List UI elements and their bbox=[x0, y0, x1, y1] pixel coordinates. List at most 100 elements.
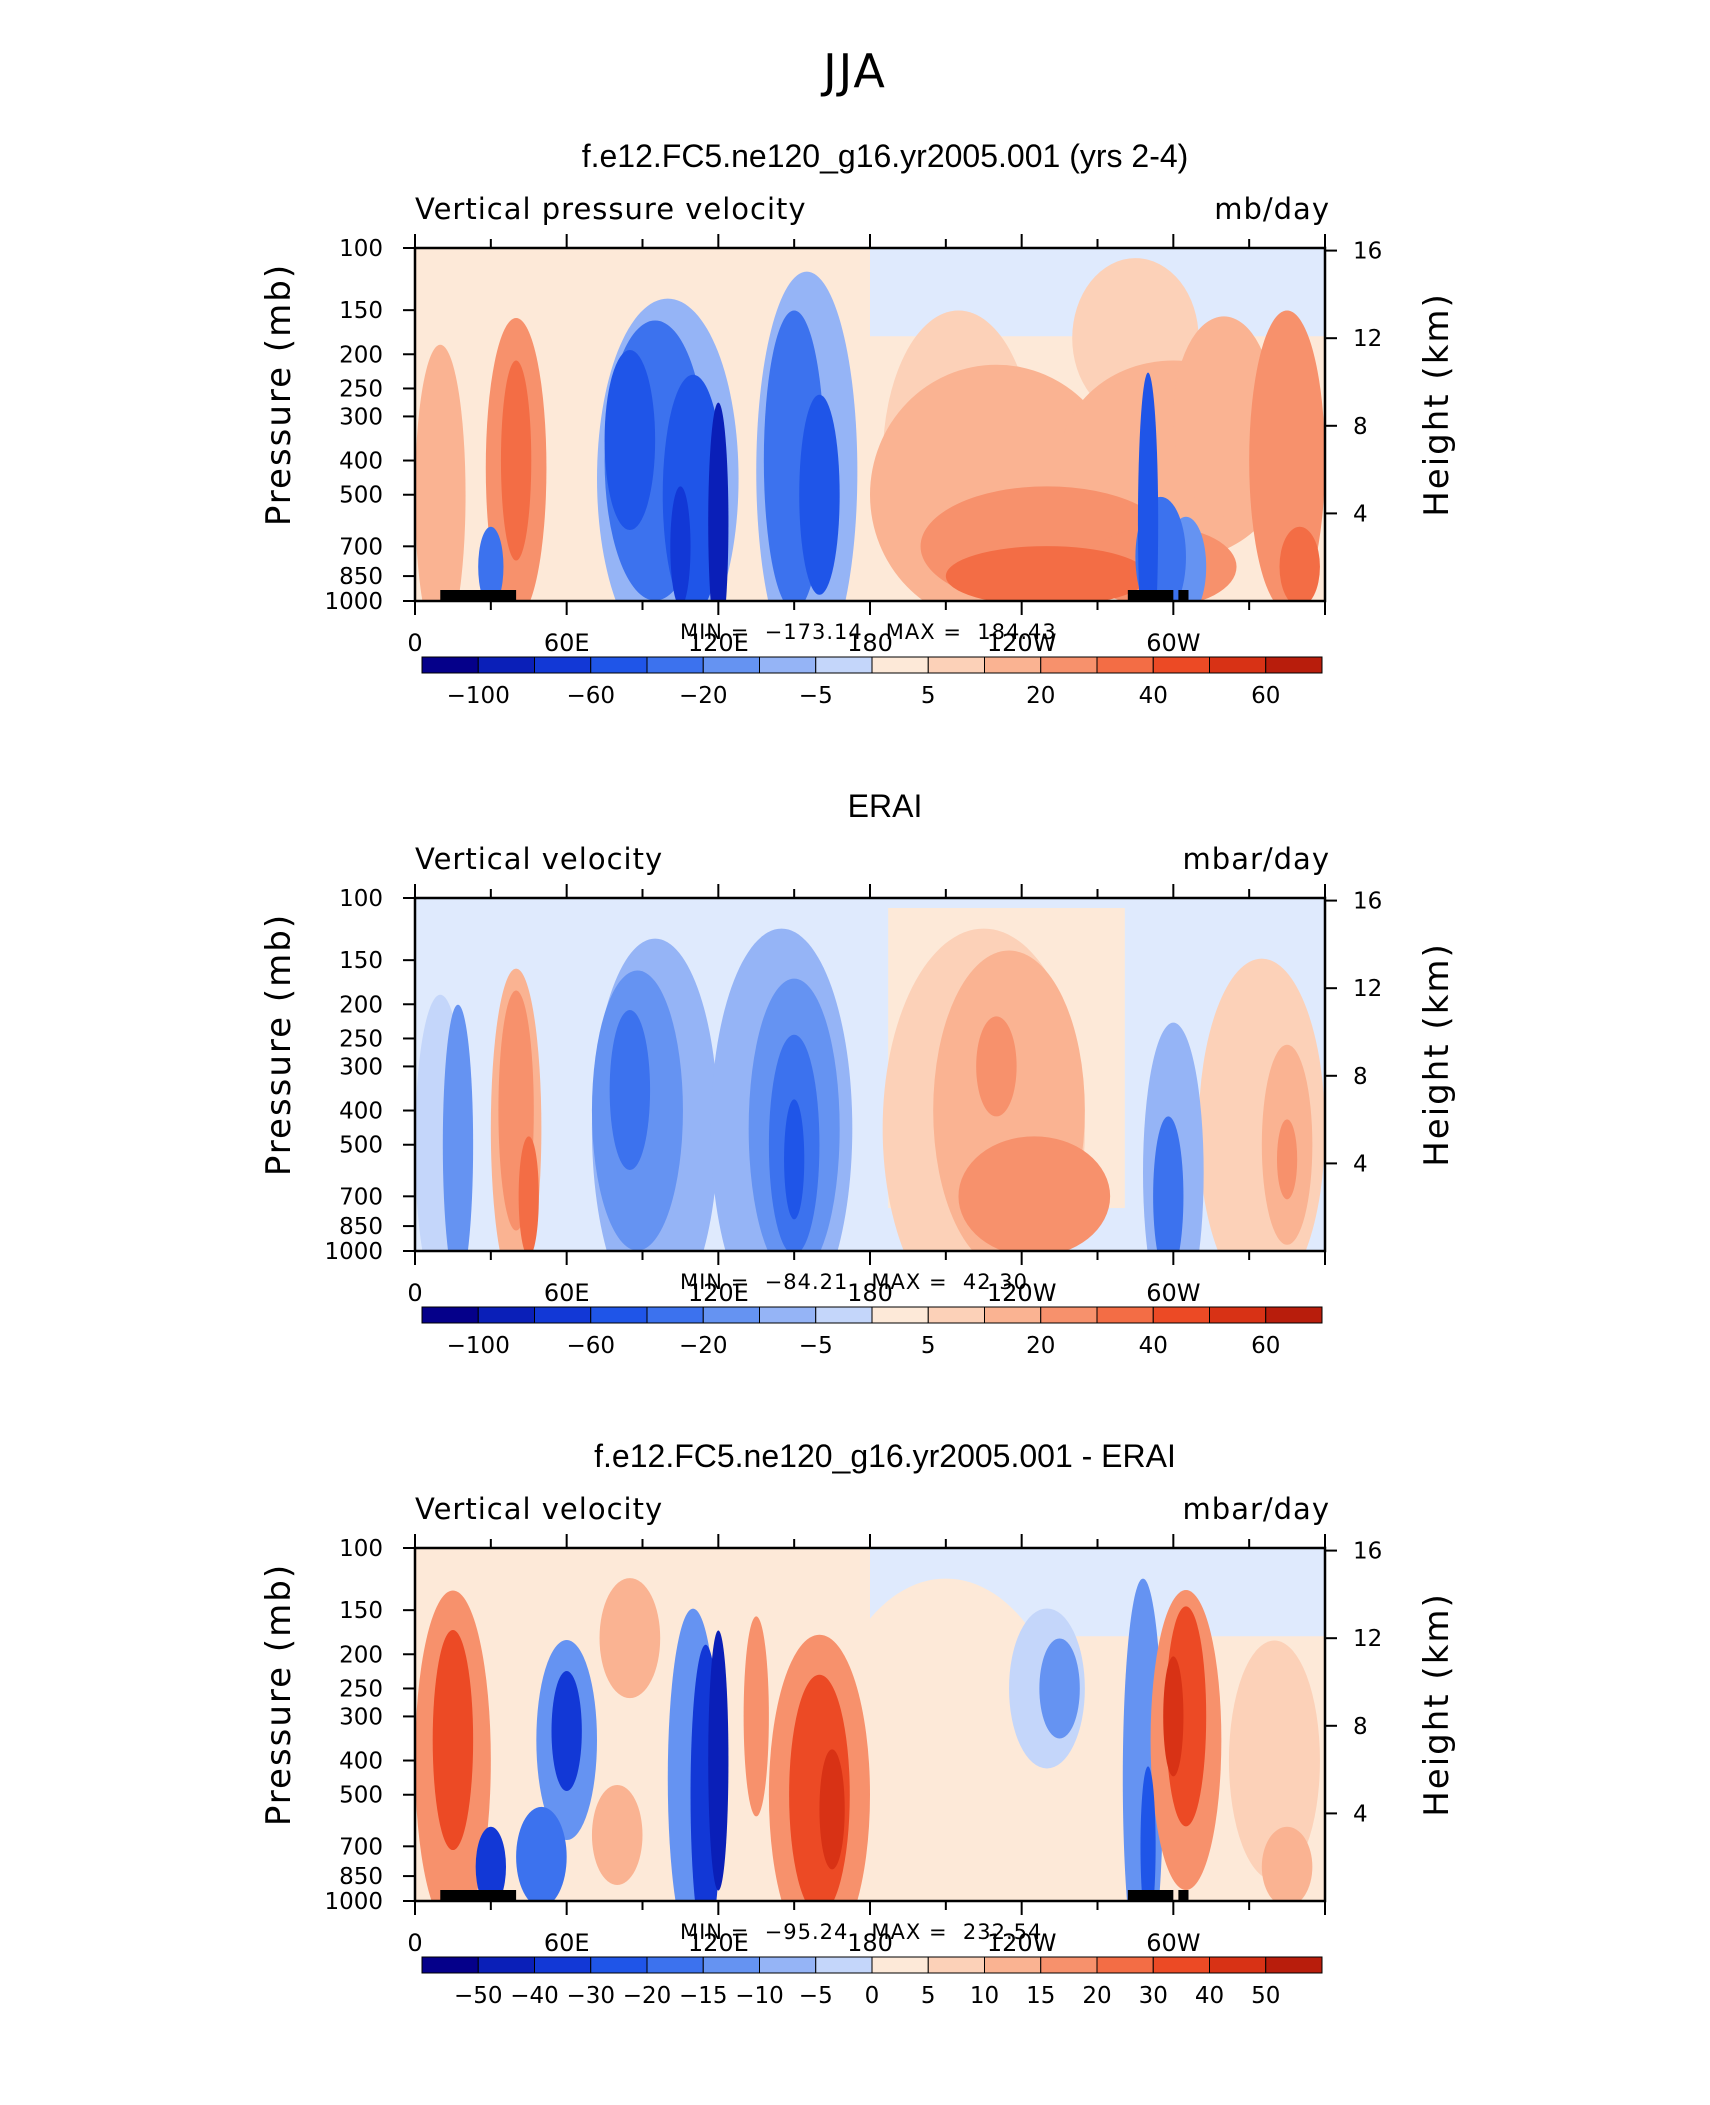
colorbar-label: −30 bbox=[566, 1983, 615, 2009]
colorbar-box bbox=[871, 1306, 929, 1324]
contour-region bbox=[1173, 316, 1275, 517]
colorbar-box bbox=[1265, 1956, 1323, 1974]
contour-region bbox=[976, 1016, 1017, 1117]
x-tick-label: 60E bbox=[544, 629, 590, 657]
colorbar-box bbox=[927, 656, 985, 674]
x-tick-label: 60W bbox=[1146, 629, 1200, 657]
contour-field bbox=[415, 1548, 1325, 1901]
y-right-axis-label: Height (km) bbox=[1417, 942, 1457, 1167]
contour-region bbox=[784, 1099, 805, 1220]
colorbar-label: −100 bbox=[447, 683, 510, 709]
y-right-tick-label: 16 bbox=[1353, 889, 1382, 915]
colorbar-box bbox=[815, 1956, 873, 1974]
x-tick-label: 180 bbox=[847, 629, 893, 657]
x-tick-label: 60W bbox=[1146, 1929, 1200, 1957]
y-tick-label: 250 bbox=[339, 1026, 383, 1052]
topography-mask bbox=[1178, 590, 1189, 601]
y-axis-label: Pressure (mb) bbox=[259, 913, 299, 1176]
y-tick-label: 250 bbox=[339, 1676, 383, 1702]
x-tick-label: 180 bbox=[847, 1279, 893, 1307]
contour-region bbox=[1279, 526, 1320, 601]
panel-model: f.e12.FC5.ne120_g16.yr2005.001 (yrs 2-4)… bbox=[0, 138, 1710, 805]
colorbar-box bbox=[1209, 656, 1267, 674]
min-value: −173.14 bbox=[764, 620, 863, 644]
topography-mask bbox=[440, 590, 517, 601]
colorbar-box bbox=[871, 1956, 929, 1974]
contour-region bbox=[609, 1010, 651, 1171]
colorbar-box bbox=[421, 1956, 479, 1974]
colorbar-label: −50 bbox=[454, 1983, 503, 2009]
x-tick-label: 60W bbox=[1146, 1279, 1200, 1307]
y-right-tick-label: 4 bbox=[1353, 501, 1368, 527]
y-tick-label: 200 bbox=[339, 1642, 383, 1668]
colorbar-box bbox=[1209, 1956, 1267, 1974]
topography-mask bbox=[1178, 1890, 1189, 1901]
y-right-tick-label: 4 bbox=[1353, 1801, 1368, 1827]
y-tick-label: 400 bbox=[339, 1099, 383, 1125]
y-tick-label: 100 bbox=[339, 236, 383, 262]
min-max-readout: MIN = −173.14 MAX = 184.43 bbox=[680, 620, 1057, 644]
x-tick-label: 60E bbox=[544, 1279, 590, 1307]
colorbar-box bbox=[1152, 1306, 1210, 1324]
colorbar-label: −20 bbox=[679, 1333, 728, 1359]
variable-units: mbar/day bbox=[1182, 842, 1330, 876]
contour-region bbox=[415, 344, 466, 601]
contour-region bbox=[475, 1826, 506, 1901]
x-tick-label: 0 bbox=[407, 1929, 422, 1957]
contour-region bbox=[500, 360, 532, 561]
colorbar-box bbox=[702, 1306, 760, 1324]
y-right-tick-label: 12 bbox=[1353, 1626, 1382, 1652]
colorbar-box bbox=[534, 1306, 592, 1324]
variable-name: Vertical pressure velocity bbox=[415, 192, 807, 226]
colorbar-box bbox=[927, 1956, 985, 1974]
x-tick-label: 120W bbox=[987, 629, 1057, 657]
contour-region bbox=[599, 1578, 661, 1699]
colorbar-box bbox=[477, 1306, 535, 1324]
variable-units: mbar/day bbox=[1182, 1492, 1330, 1526]
y-right-tick-label: 12 bbox=[1353, 326, 1382, 352]
colorbar-label: 15 bbox=[1026, 1983, 1055, 2009]
panel-title: f.e12.FC5.ne120_g16.yr2005.001 - ERAI bbox=[594, 1438, 1176, 1474]
y-tick-label: 300 bbox=[339, 404, 383, 430]
colorbar-box bbox=[871, 656, 929, 674]
colorbar-box bbox=[1209, 1306, 1267, 1324]
colorbar-box bbox=[984, 1306, 1042, 1324]
contour-region bbox=[432, 1630, 474, 1851]
contour-region bbox=[518, 1136, 539, 1251]
colorbar-box bbox=[534, 1956, 592, 1974]
colorbar-label: 20 bbox=[1026, 683, 1055, 709]
y-tick-label: 300 bbox=[339, 1704, 383, 1730]
colorbar-label: 5 bbox=[921, 683, 936, 709]
y-tick-label: 200 bbox=[339, 992, 383, 1018]
colorbar-box bbox=[927, 1306, 985, 1324]
colorbar-label: −5 bbox=[799, 1333, 833, 1359]
y-right-tick-label: 16 bbox=[1353, 1539, 1382, 1565]
colorbar-label: 10 bbox=[970, 1983, 999, 2009]
topography-mask bbox=[440, 1890, 517, 1901]
colorbar-box bbox=[1096, 656, 1154, 674]
y-tick-label: 500 bbox=[339, 1783, 383, 1809]
colorbar-box bbox=[1096, 1306, 1154, 1324]
y-tick-label: 850 bbox=[339, 1864, 383, 1890]
min-label: MIN bbox=[680, 1920, 724, 1944]
panel-title: f.e12.FC5.ne120_g16.yr2005.001 (yrs 2-4) bbox=[581, 138, 1189, 174]
colorbar-label: −10 bbox=[735, 1983, 784, 2009]
topography-mask bbox=[1127, 590, 1174, 601]
y-axis-label: Pressure (mb) bbox=[259, 1563, 299, 1826]
x-tick-label: 120E bbox=[688, 1929, 749, 1957]
y-tick-label: 400 bbox=[339, 1749, 383, 1775]
y-tick-label: 400 bbox=[339, 449, 383, 475]
colorbar-box bbox=[646, 656, 704, 674]
y-tick-label: 150 bbox=[339, 1598, 383, 1624]
colorbar-box bbox=[1040, 1956, 1098, 1974]
contour-region bbox=[708, 402, 729, 601]
colorbar-label: −60 bbox=[566, 1333, 615, 1359]
contour-region bbox=[1261, 1826, 1313, 1901]
y-tick-label: 700 bbox=[339, 1834, 383, 1860]
y-tick-label: 700 bbox=[339, 1184, 383, 1210]
colorbar-label: 40 bbox=[1139, 683, 1168, 709]
max-value: 42.30 bbox=[962, 1270, 1029, 1294]
contour-region bbox=[1153, 1116, 1184, 1251]
y-tick-label: 1000 bbox=[324, 1239, 383, 1265]
